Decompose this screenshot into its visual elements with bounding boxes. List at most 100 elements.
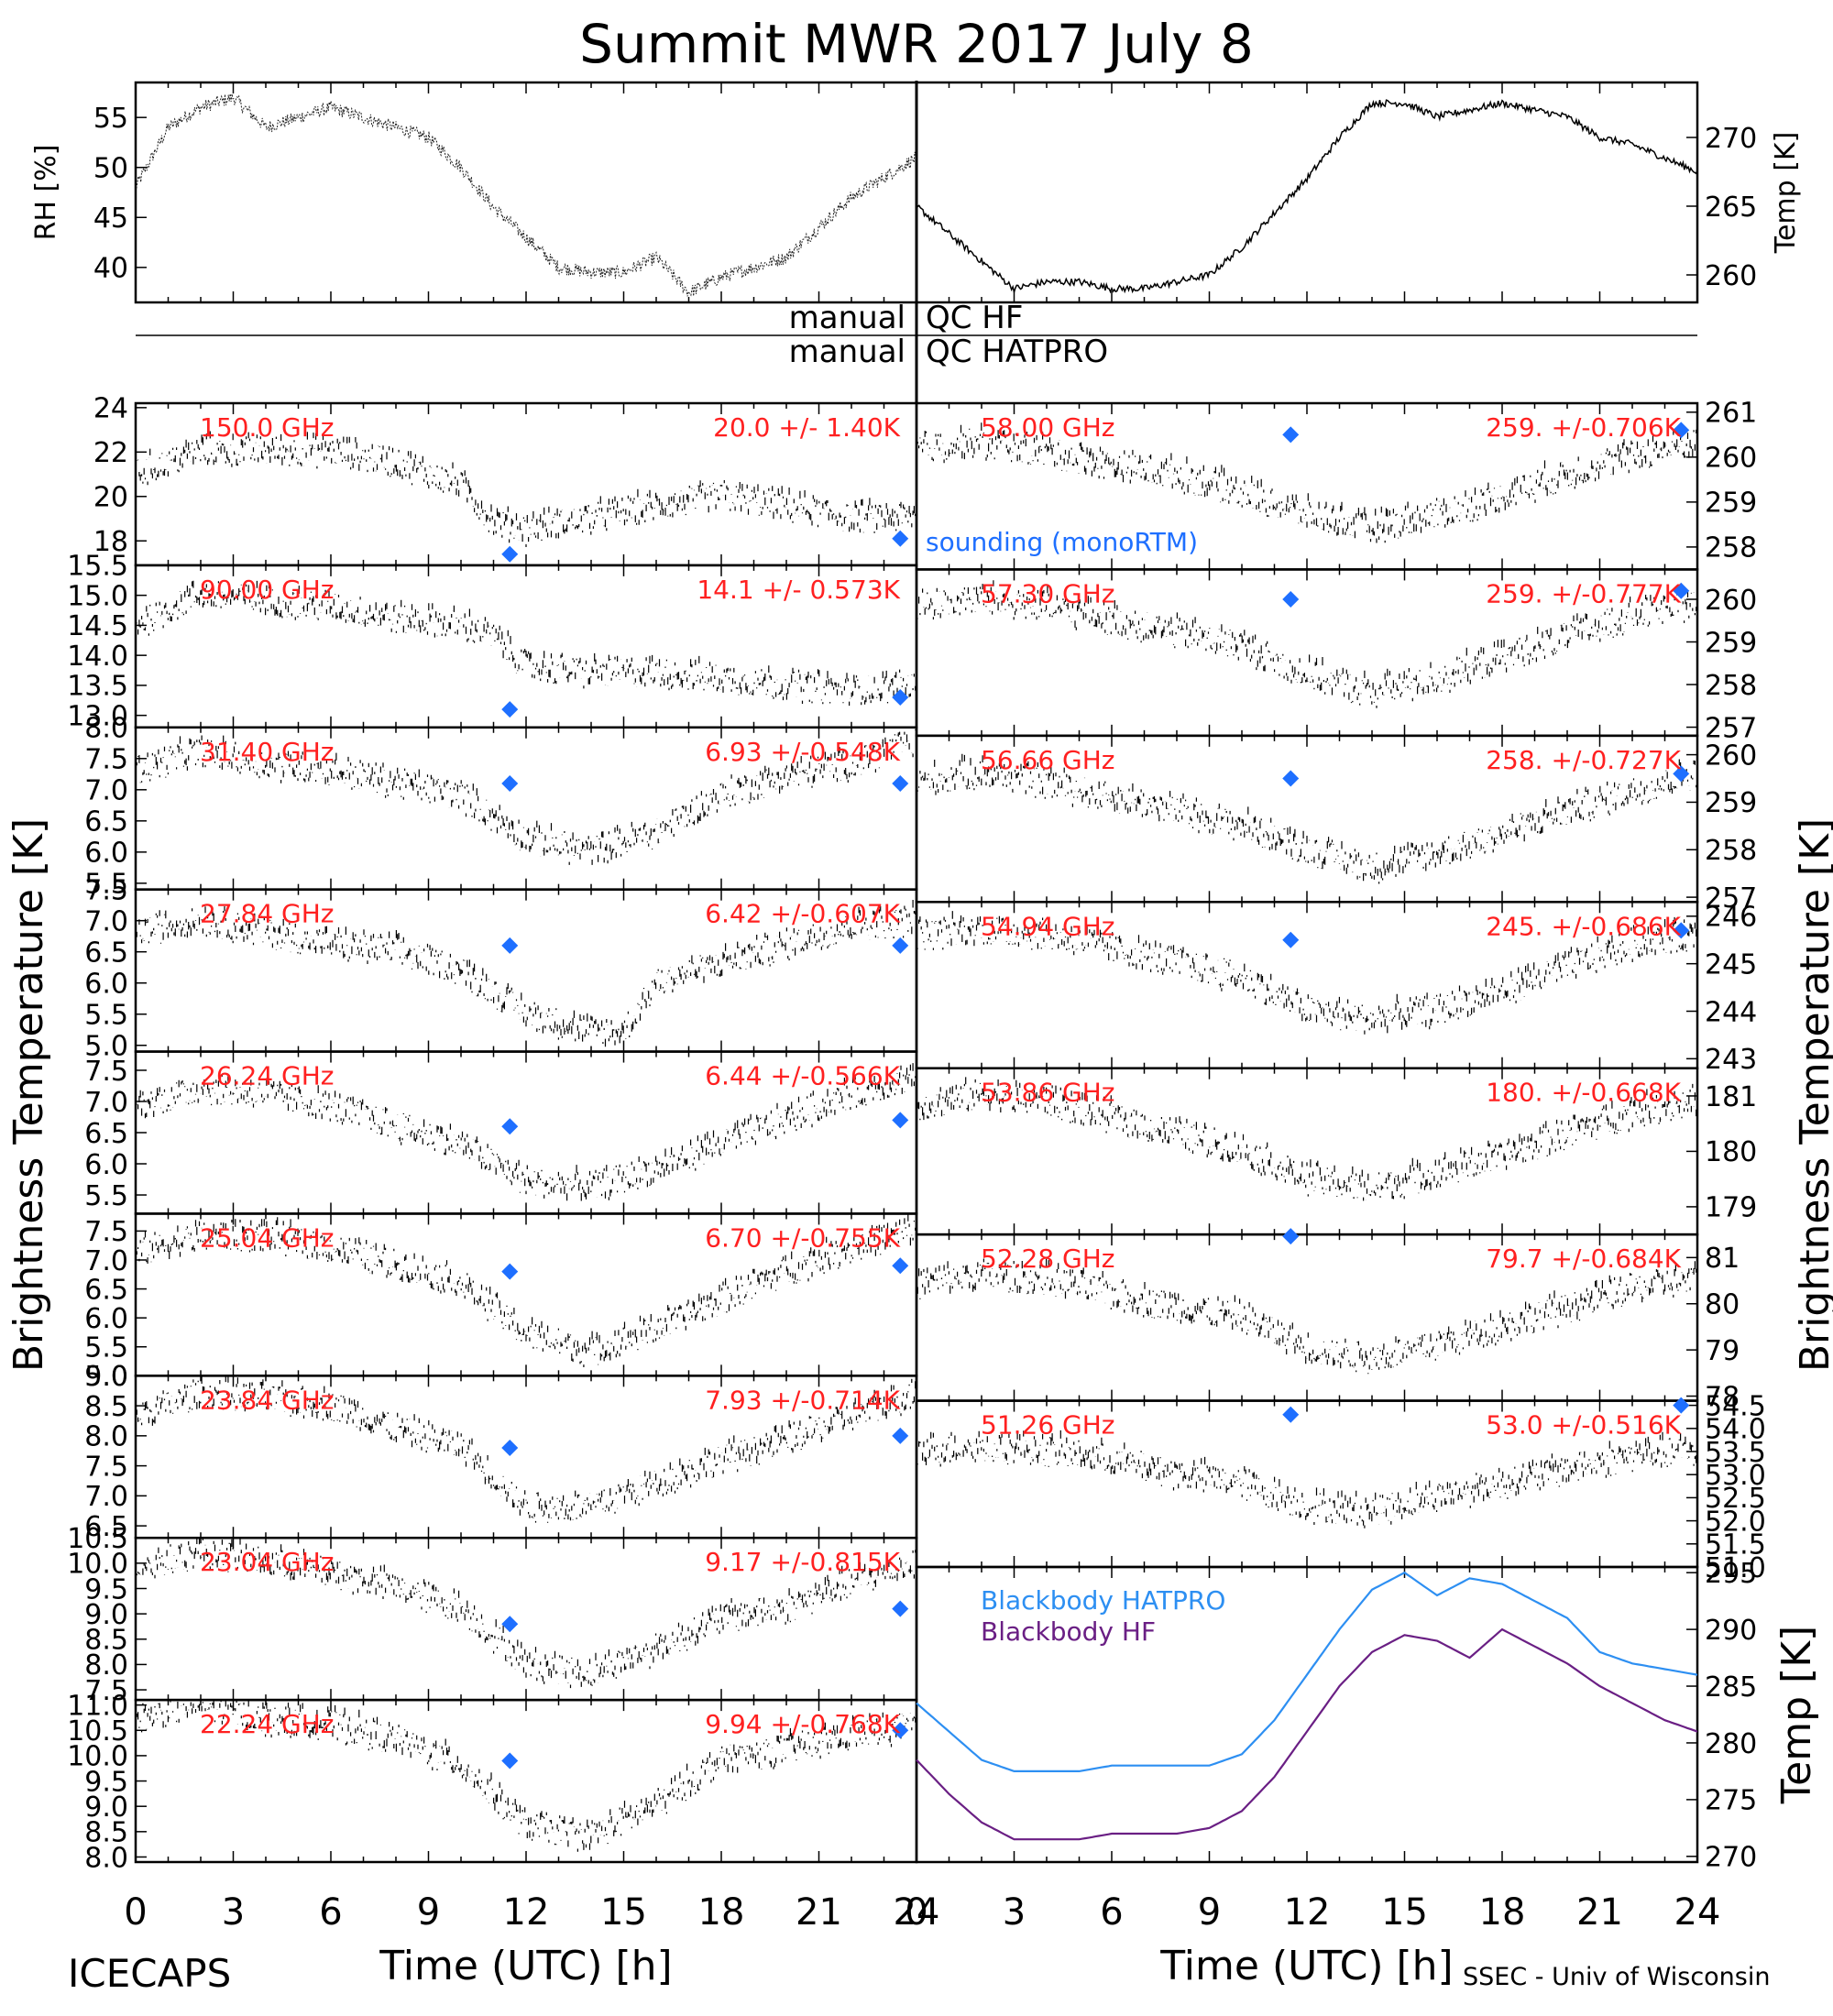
panel-c2384-ytick-label: 7.0: [84, 1481, 128, 1513]
blackbody-panel-ytick-label: 285: [1705, 1671, 1757, 1704]
panel-c5800-ytick-label: 260: [1705, 443, 1757, 475]
panel-c5730-sounding-point: [1282, 590, 1300, 608]
panel-c5666-channel-label: 56.66 GHz: [981, 745, 1115, 775]
panel-c5494-data-points: [916, 911, 1697, 1035]
panel-c2784-ytick-label: 5.5: [84, 1000, 128, 1032]
panel-c3140-ytick-label: 6.0: [84, 838, 128, 870]
panel-c5666-sounding-point: [1673, 765, 1690, 783]
panel-c2784-channel-label: 27.84 GHz: [200, 899, 335, 929]
panel-c5800-ytick-label: 261: [1705, 398, 1757, 430]
xlabel-left: Time (UTC) [h]: [379, 1943, 672, 1989]
panel-c2504-ytick-label: 5.0: [84, 1361, 128, 1393]
panel-c2384-stat-label: 7.93 +/-0.714K: [705, 1385, 900, 1415]
panel-c3140-ytick-label: 6.5: [84, 806, 128, 838]
panel-c5666-ytick-label: 260: [1705, 740, 1757, 772]
blackbody-series-0: [916, 1571, 1698, 1772]
qc-left-1: manual: [789, 300, 906, 336]
panel-c5126-ytick-label: 51.0: [1705, 1552, 1766, 1584]
panel-c5730-ytick-label: 257: [1705, 712, 1757, 744]
panel-c150-ytick-label: 18: [93, 526, 128, 558]
ylabel-left: Brightness Temperature [K]: [5, 818, 52, 1372]
panel-c5494-sounding-point: [1673, 922, 1690, 939]
panel-c2304-channel-label: 23.04 GHz: [200, 1547, 335, 1577]
panel-c2784-ytick-label: 7.5: [84, 874, 128, 906]
panel-c5666-ytick-label: 259: [1705, 787, 1757, 819]
panel-c5386-ytick-label: 179: [1705, 1192, 1757, 1224]
panel-c2624-sounding-point: [892, 1112, 909, 1129]
rh-panel-ytick-label: 55: [93, 103, 128, 135]
panel-c2304-ytick-label: 10.5: [67, 1523, 128, 1555]
panel-c5228-ytick-label: 80: [1705, 1289, 1740, 1321]
panel-c2624-ytick-label: 6.0: [84, 1149, 128, 1181]
panel-c150-sounding-point: [892, 530, 909, 547]
panel-c5666-ytick-label: 258: [1705, 835, 1757, 867]
panel-c2304-sounding-point: [501, 1616, 519, 1633]
panel-c5730-stat-label: 259. +/-0.777K: [1486, 578, 1681, 608]
panel-c5494-stat-label: 245. +/-0.686K: [1486, 911, 1681, 941]
panel-c2504-ytick-label: 7.5: [84, 1216, 128, 1248]
panel-c5800-sounding-point: [1673, 422, 1690, 439]
panel-c2304-data-points: [135, 1539, 916, 1689]
footer-left: ICECAPS: [68, 1951, 231, 1996]
blackbody-panel-ytick-label: 295: [1705, 1558, 1757, 1590]
panel-c2624-stat-label: 6.44 +/-0.566K: [705, 1061, 900, 1091]
panel-c2504-ytick-label: 6.5: [84, 1274, 128, 1306]
left-xtick-label: 18: [698, 1891, 745, 1934]
right-xtick-label: 9: [1198, 1891, 1221, 1934]
panel-c2304-ytick-label: 10.0: [67, 1549, 128, 1581]
panel-c2784-sounding-point: [501, 937, 519, 954]
panel-c2304-ytick-label: 8.5: [84, 1625, 128, 1657]
panel-c150-ytick-label: 24: [93, 393, 128, 425]
panel-c5730-ytick-label: 258: [1705, 670, 1757, 702]
panel-c5730-channel-label: 57.30 GHz: [981, 578, 1115, 608]
panel-c90-ytick-label: 14.0: [67, 641, 128, 673]
panel-c3140-sounding-point: [892, 775, 909, 793]
left-xtick-label: 24: [894, 1891, 940, 1934]
panel-c90-data-points: [135, 580, 916, 707]
panel-c2784-data-points: [135, 900, 916, 1047]
panel-c150-channel-label: 150.0 GHz: [200, 412, 335, 443]
panel-c2784-ytick-label: 6.5: [84, 937, 128, 970]
panel-c5494-ytick-label: 246: [1705, 902, 1757, 934]
temp-panel-ytick-label: 270: [1705, 123, 1757, 155]
panel-c5126-ytick-label: 54.5: [1705, 1390, 1766, 1422]
panel-c5386-data-points: [916, 1077, 1697, 1201]
panel-c5730-ytick-label: 260: [1705, 585, 1757, 617]
panel-c3140-sounding-point: [501, 775, 519, 793]
panel-c90-ytick-label: 13.0: [67, 700, 128, 732]
panel-c2224-sounding-point: [892, 1722, 909, 1739]
ylabel-right: Brightness Temperature [K]: [1792, 818, 1833, 1372]
panel-c2224-ytick-label: 10.0: [67, 1741, 128, 1773]
panel-c2224-data-points: [135, 1701, 916, 1852]
left-xtick-label: 0: [124, 1891, 147, 1934]
panel-c5800-ytick-label: 258: [1705, 532, 1757, 564]
panel-c150-stat-label: 20.0 +/- 1.40K: [713, 412, 900, 443]
panel-c5228-ytick-label: 81: [1705, 1243, 1740, 1275]
panel-c2784-ytick-label: 7.0: [84, 905, 128, 937]
panel-c2784-ytick-label: 5.0: [84, 1031, 128, 1063]
panel-c2504-ytick-label: 7.0: [84, 1245, 128, 1277]
panel-c2224-sounding-point: [501, 1752, 519, 1769]
panel-c3140-data-points: [135, 729, 916, 865]
panel-c2384-data-points: [135, 1376, 916, 1523]
temp-panel-ytick-label: 265: [1705, 192, 1757, 224]
panel-c5386-ytick-label: 180: [1705, 1136, 1757, 1168]
panel-c5666-sounding-point: [1282, 770, 1300, 787]
panel-c2624-ytick-label: 5.5: [84, 1180, 128, 1212]
rh-panel-ytick-label: 50: [93, 153, 128, 185]
panel-c2504-channel-label: 25.04 GHz: [200, 1222, 335, 1253]
panel-c5126-stat-label: 53.0 +/-0.516K: [1486, 1410, 1681, 1441]
right-xtick-label: 0: [905, 1891, 927, 1934]
panel-c5126-ytick-label: 54.0: [1705, 1414, 1766, 1446]
blackbody-panel-ytick-label: 275: [1705, 1785, 1757, 1817]
panel-c5228-channel-label: 52.28 GHz: [981, 1244, 1115, 1274]
left-xtick-label: 6: [319, 1891, 342, 1934]
left-xtick-label: 12: [503, 1891, 550, 1934]
panel-c90-channel-label: 90.00 GHz: [200, 575, 335, 605]
panel-c5228-ytick-label: 78: [1705, 1381, 1740, 1413]
panel-c2224-ytick-label: 8.5: [84, 1817, 128, 1849]
panel-c2784-stat-label: 6.42 +/-0.607K: [705, 899, 900, 929]
qc-right-1: QC HF: [926, 300, 1023, 336]
qc-right-2: QC HATPRO: [926, 334, 1108, 370]
right-xtick-label: 18: [1479, 1891, 1526, 1934]
